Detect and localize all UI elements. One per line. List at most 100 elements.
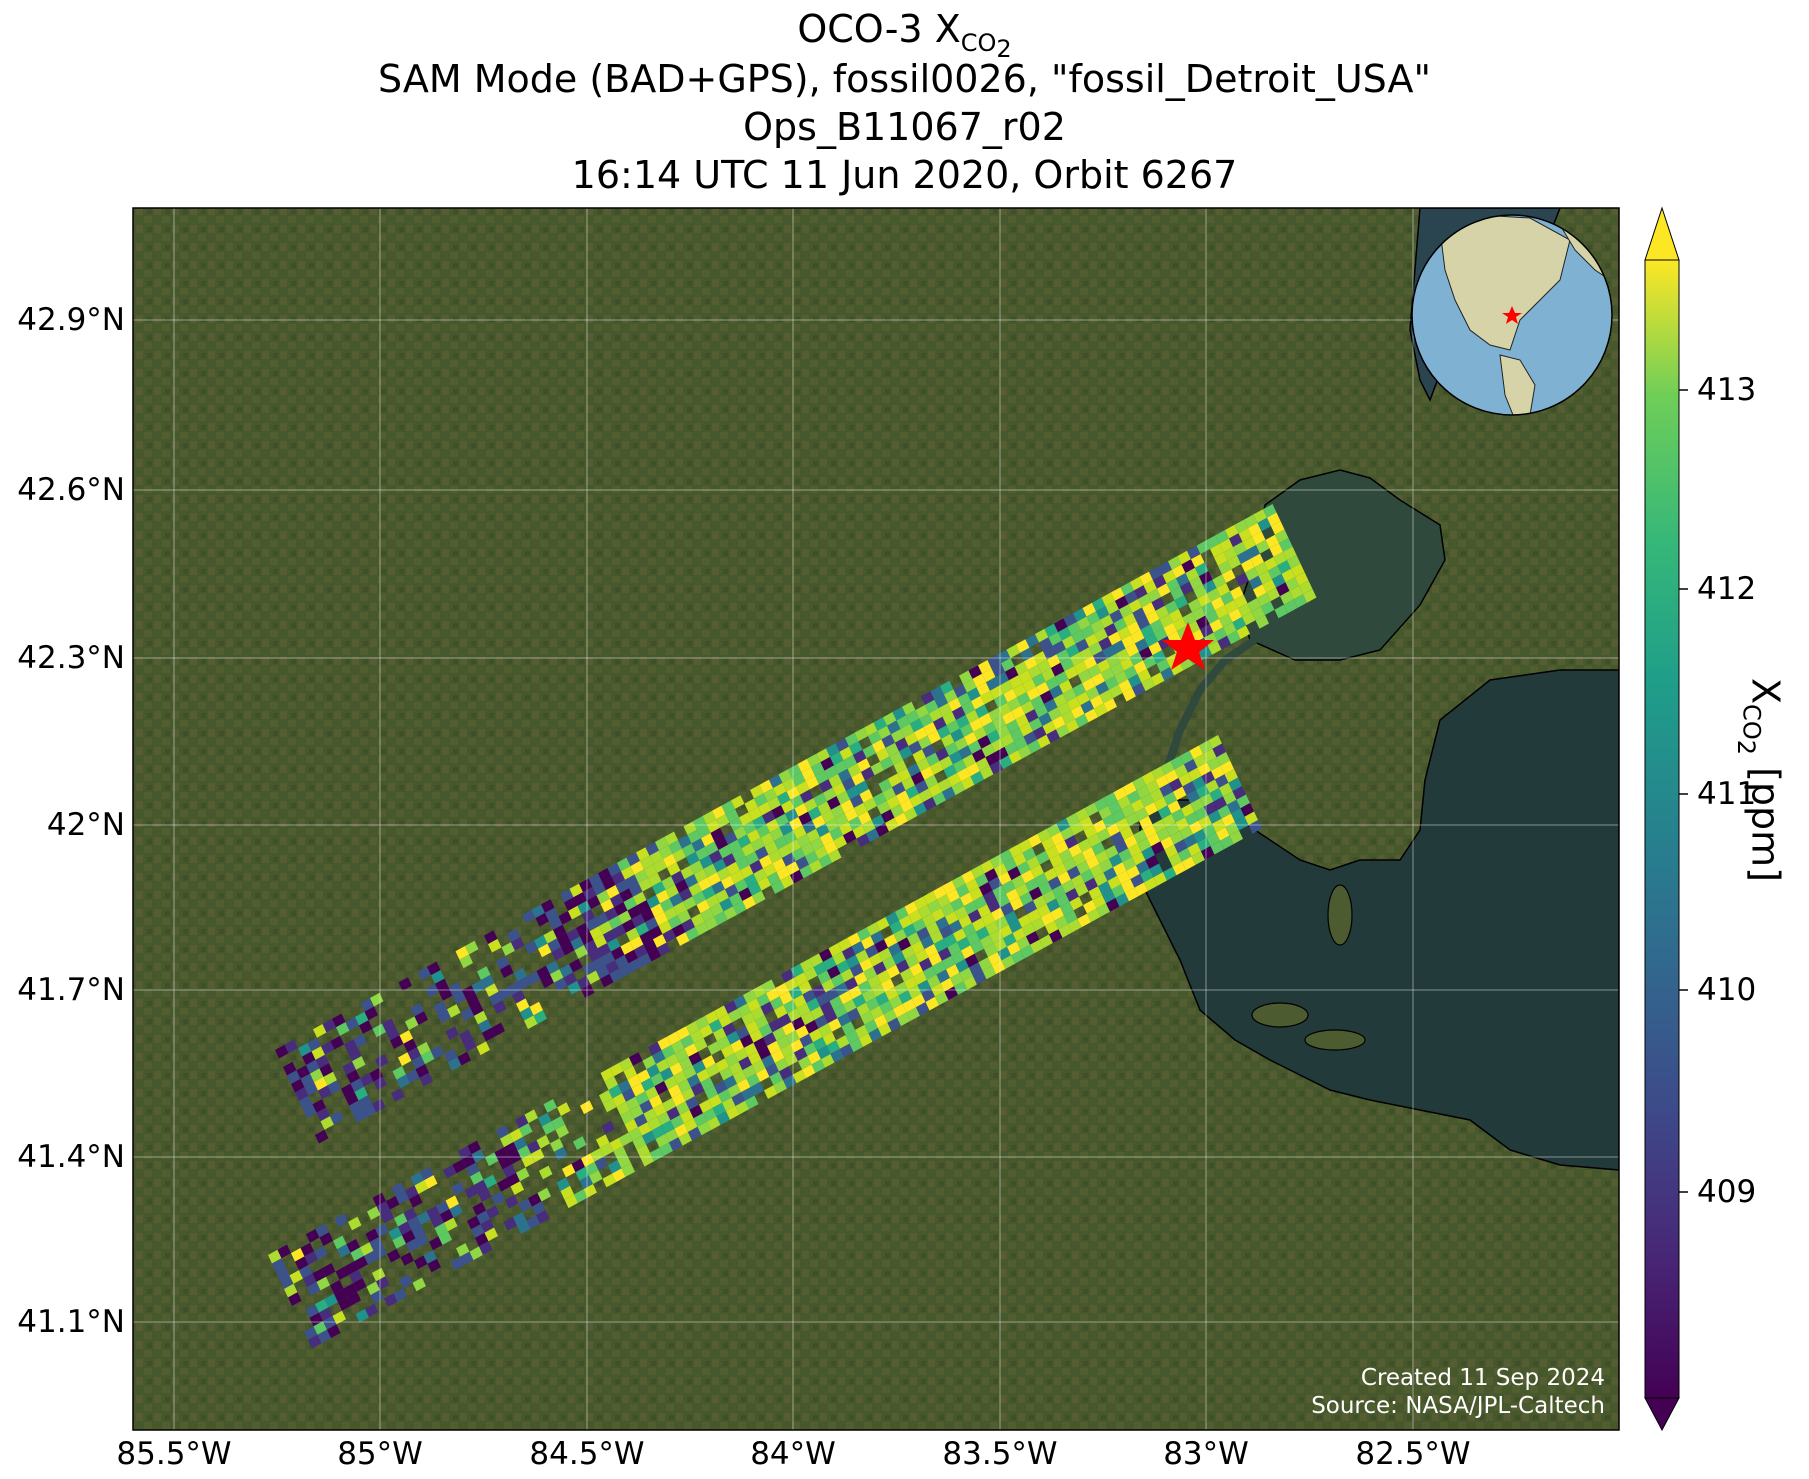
xco2-footprint [1114, 670, 1128, 685]
xco2-footprint [761, 1054, 775, 1069]
xco2-footprint [596, 1134, 610, 1149]
xco2-footprint [1196, 615, 1210, 630]
xco2-footprint [407, 1216, 421, 1230]
xco2-footprint [717, 1036, 731, 1050]
xco2-footprint [1230, 586, 1244, 600]
xco2-footprint [610, 893, 624, 908]
xco2-footprint [1082, 677, 1096, 692]
xco2-footprint [704, 916, 718, 931]
xco2-footprint [1076, 691, 1090, 706]
xco2-footprint [445, 1195, 459, 1210]
xco2-footprint [667, 1031, 681, 1046]
xco2-footprint [842, 777, 856, 791]
xco2-footprint [1087, 664, 1101, 678]
xco2-footprint [1268, 565, 1282, 580]
xco2-footprint [1153, 574, 1167, 589]
xco2-footprint [1153, 872, 1167, 886]
xco2-footprint [327, 1080, 341, 1094]
xco2-footprint [697, 824, 711, 839]
xco2-footprint [1257, 592, 1271, 607]
xco2-footprint [870, 761, 884, 776]
xco2-footprint [1019, 891, 1033, 906]
xco2-footprint [978, 957, 992, 971]
xco2-footprint [833, 1004, 847, 1019]
xco2-footprint [869, 952, 883, 967]
xco2-footprint [744, 1042, 758, 1057]
xco2-footprint [650, 1072, 664, 1087]
xco2-footprint [1075, 882, 1089, 897]
xco2-footprint [310, 1068, 324, 1083]
xco2-footprint [718, 1089, 732, 1103]
xco2-footprint [789, 986, 803, 1000]
xco2-footprint [726, 861, 740, 876]
xco2-footprint [538, 1112, 552, 1127]
xco2-footprint [935, 916, 949, 931]
xco2-footprint [502, 1164, 516, 1178]
xco2-footprint [649, 1094, 663, 1109]
xco2-footprint [1274, 604, 1288, 619]
xco2-footprint [268, 1249, 282, 1264]
xco2-footprint [835, 982, 849, 996]
xco2-footprint [940, 680, 954, 695]
xco2-footprint [995, 916, 1009, 930]
xco2-footprint [439, 987, 453, 1001]
xco2-footprint [549, 916, 563, 930]
xco2-footprint [1071, 874, 1085, 889]
xco2-footprint [901, 776, 915, 791]
xco2-footprint [1285, 577, 1299, 591]
xco2-footprint [1118, 848, 1132, 863]
xco2-footprint [807, 1050, 821, 1065]
xco2-footprint [845, 1029, 859, 1044]
xco2-footprint [729, 817, 743, 832]
xco2-footprint [722, 1022, 736, 1037]
xco2-footprint [851, 772, 865, 786]
xco2-footprint [859, 1033, 873, 1047]
xco2-footprint [1002, 880, 1016, 894]
xco2-footprint [652, 1050, 666, 1064]
xco2-footprint [923, 966, 937, 980]
xco2-footprint [679, 1056, 693, 1071]
xco2-footprint [657, 942, 671, 957]
xco2-footprint [925, 996, 939, 1011]
xco2-footprint [1066, 643, 1080, 658]
xco2-footprint [856, 833, 870, 848]
xco2-footprint [358, 1095, 372, 1109]
xco2-footprint [1271, 521, 1285, 535]
xco2-footprint [365, 1228, 379, 1243]
xco2-footprint [818, 854, 832, 868]
xco2-footprint [956, 883, 970, 898]
xco2-footprint [952, 875, 966, 890]
xco2-footprint [1059, 679, 1073, 694]
lake-erie [1139, 669, 1619, 1171]
xco2-footprint [1087, 908, 1101, 923]
xco2-footprint [1185, 567, 1199, 582]
xco2-footprint [1214, 552, 1228, 566]
xco2-footprint [847, 1007, 861, 1022]
xco2-footprint [998, 702, 1012, 717]
xco2-footprint [1131, 798, 1145, 813]
xco2-footprint [1068, 918, 1082, 933]
xco2-footprint [661, 1120, 675, 1134]
xco2-footprint [1139, 571, 1153, 586]
xco2-footprint [1102, 814, 1116, 829]
xco2-footprint [665, 1128, 679, 1143]
xco2-footprint [1170, 586, 1184, 601]
xco2-footprint [626, 927, 640, 942]
xco2-footprint [1215, 774, 1229, 788]
xco2-footprint [603, 1098, 617, 1113]
xco2-footprint [873, 717, 887, 731]
xco2-footprint [1130, 576, 1144, 591]
xco2-footprint [391, 1088, 405, 1102]
xco2-footprint [906, 710, 920, 724]
xco2-footprint [634, 1113, 648, 1128]
xco2-footprint [951, 950, 965, 965]
xco2-footprint [961, 776, 975, 790]
xco2-footprint [344, 1039, 358, 1053]
xco2-footprint [1128, 843, 1142, 857]
xco2-footprint [307, 1037, 321, 1052]
xco2-footprint [1077, 616, 1091, 631]
xco2-footprint [1047, 823, 1061, 838]
xco2-footprint [1037, 903, 1051, 918]
xco2-footprint [1025, 709, 1039, 723]
xco2-footprint [984, 868, 998, 882]
